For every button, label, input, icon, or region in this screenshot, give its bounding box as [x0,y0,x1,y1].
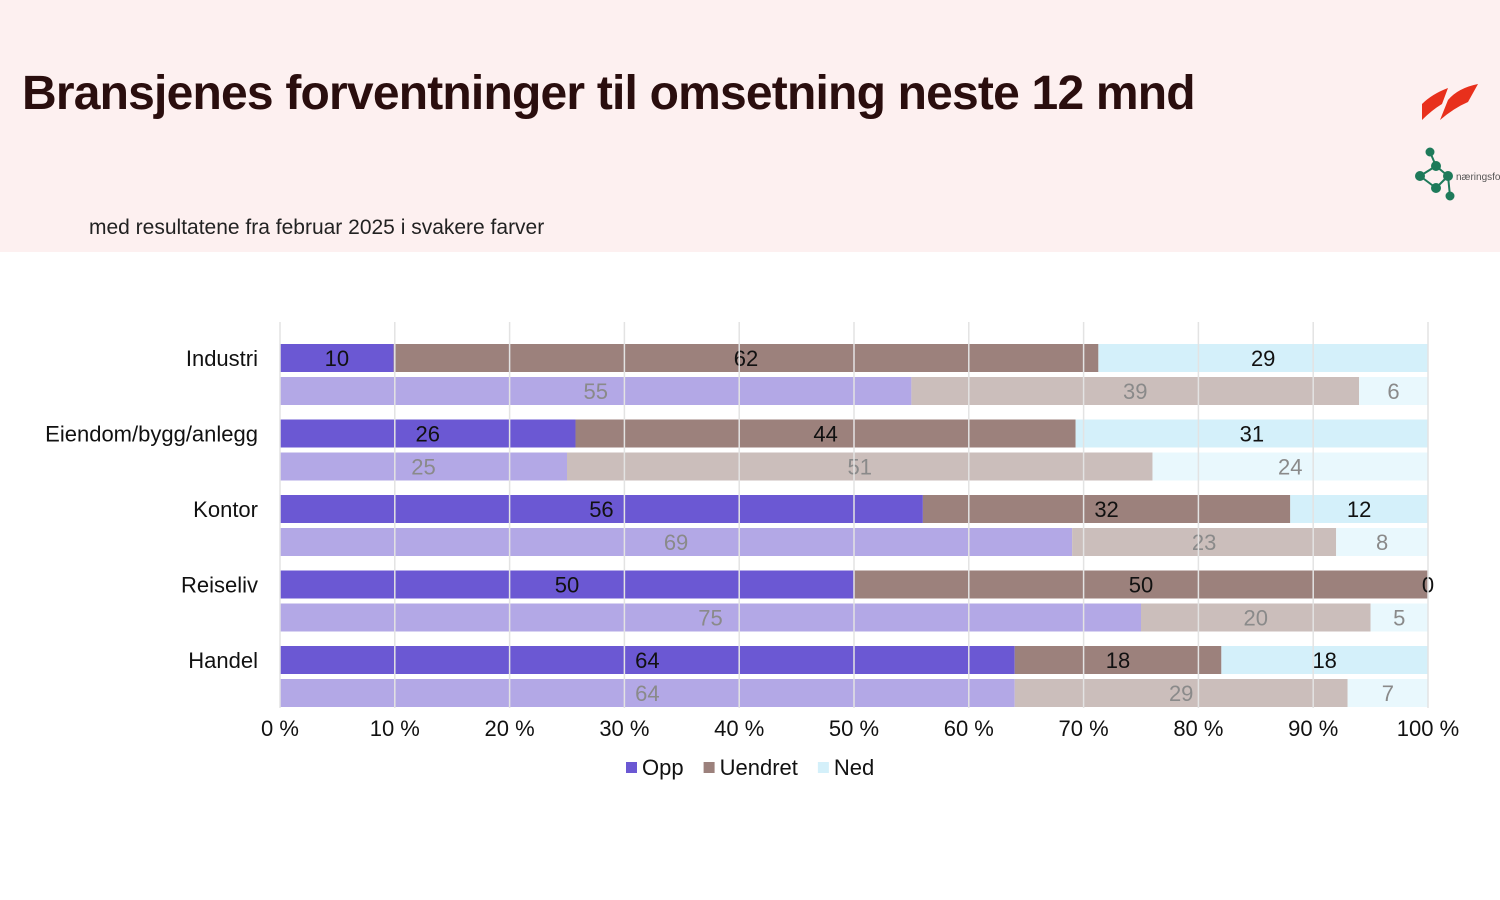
data-label-current: 12 [1347,497,1371,522]
bar-current-ned [1075,419,1428,448]
data-label-previous: 20 [1244,606,1268,631]
data-label-previous: 8 [1376,530,1388,555]
data-label-current: 32 [1094,497,1118,522]
x-tick-label: 50 % [829,716,879,741]
data-label-previous: 7 [1382,681,1394,706]
data-label-previous: 55 [583,379,607,404]
header-band [0,0,1500,252]
bar-previous-opp [280,452,567,481]
data-label-previous: 51 [847,455,871,480]
data-label-previous: 69 [664,530,688,555]
bar-current-ned [1098,344,1428,372]
data-label-previous: 25 [411,455,435,480]
bar-previous-uendret [911,377,1360,405]
x-tick-label: 80 % [1173,716,1223,741]
data-label-current: 50 [555,573,579,598]
x-tick-label: 60 % [944,716,994,741]
bar-current-opp [280,495,923,523]
legend-label-ned: Ned [834,755,874,780]
category-label: Eiendom/bygg/anlegg [45,422,258,447]
data-label-previous: 75 [698,606,722,631]
bar-previous-ned [1370,603,1428,632]
bar-previous-ned [1359,377,1428,405]
bar-previous-uendret [1072,528,1337,556]
bar-previous-ned [1336,528,1428,556]
data-label-previous: 6 [1387,379,1399,404]
bar-current-uendret [575,419,1076,448]
bar-current-opp [280,344,394,372]
x-tick-label: 0 % [261,716,299,741]
legend-swatch-uendret [703,762,715,773]
bar-previous-ned [1347,679,1428,707]
category-label: Kontor [193,497,258,522]
data-label-current: 62 [734,346,758,371]
x-tick-label: 100 % [1397,716,1459,741]
x-tick-label: 70 % [1059,716,1109,741]
data-label-current: 18 [1312,648,1336,673]
category-label: Handel [188,648,258,673]
legend-swatch-ned [817,762,829,773]
data-label-current: 64 [635,648,659,673]
data-label-previous: 5 [1393,606,1405,631]
x-tick-label: 30 % [599,716,649,741]
bar-current-opp [280,570,854,599]
bar-previous-opp [280,528,1073,556]
bar-previous-opp [280,603,1141,632]
legend-label-opp: Opp [642,755,684,780]
brand-logo-red-icon [1422,84,1478,120]
data-label-previous: 29 [1169,681,1193,706]
data-label-previous: 23 [1192,530,1216,555]
data-label-current: 56 [589,497,613,522]
legend-swatch-opp [626,762,637,773]
data-label-previous: 64 [635,681,659,706]
bar-current-ned [1221,646,1428,674]
data-label-previous: 24 [1278,455,1302,480]
data-label-current: 10 [325,346,349,371]
data-label-current: 31 [1240,422,1264,447]
category-label: Industri [186,346,258,371]
x-tick-label: 90 % [1288,716,1338,741]
data-label-current: 44 [813,422,837,447]
legend-label-uendret: Uendret [720,755,798,780]
x-tick-label: 20 % [485,716,535,741]
bar-current-opp [280,646,1015,674]
bar-previous-uendret [1141,603,1371,632]
page-title: Bransjenes forventninger til omsetning n… [22,67,1196,120]
bar-previous-uendret [1014,679,1348,707]
data-label-current: 26 [416,422,440,447]
x-tick-label: 40 % [714,716,764,741]
page-subtitle: med resultatene fra februar 2025 i svake… [89,216,545,239]
logo-text: næringsforeningen [1456,172,1500,183]
bar-current-uendret [393,344,1099,372]
data-label-current: 18 [1106,648,1130,673]
naeringsforeningen-logo-icon: næringsforeningen [1415,147,1500,201]
bar-current-uendret [1014,646,1222,674]
bar-current-uendret [854,570,1428,599]
data-label-current: 29 [1251,346,1275,371]
x-tick-label: 10 % [370,716,420,741]
bar-previous-opp [280,679,1015,707]
bar-previous-uendret [567,452,1153,481]
category-label: Reiseliv [181,573,258,598]
data-label-previous: 39 [1123,379,1147,404]
bar-current-uendret [922,495,1291,523]
data-label-current: 50 [1129,573,1153,598]
bar-previous-opp [280,377,912,405]
bar-current-opp [280,419,576,448]
